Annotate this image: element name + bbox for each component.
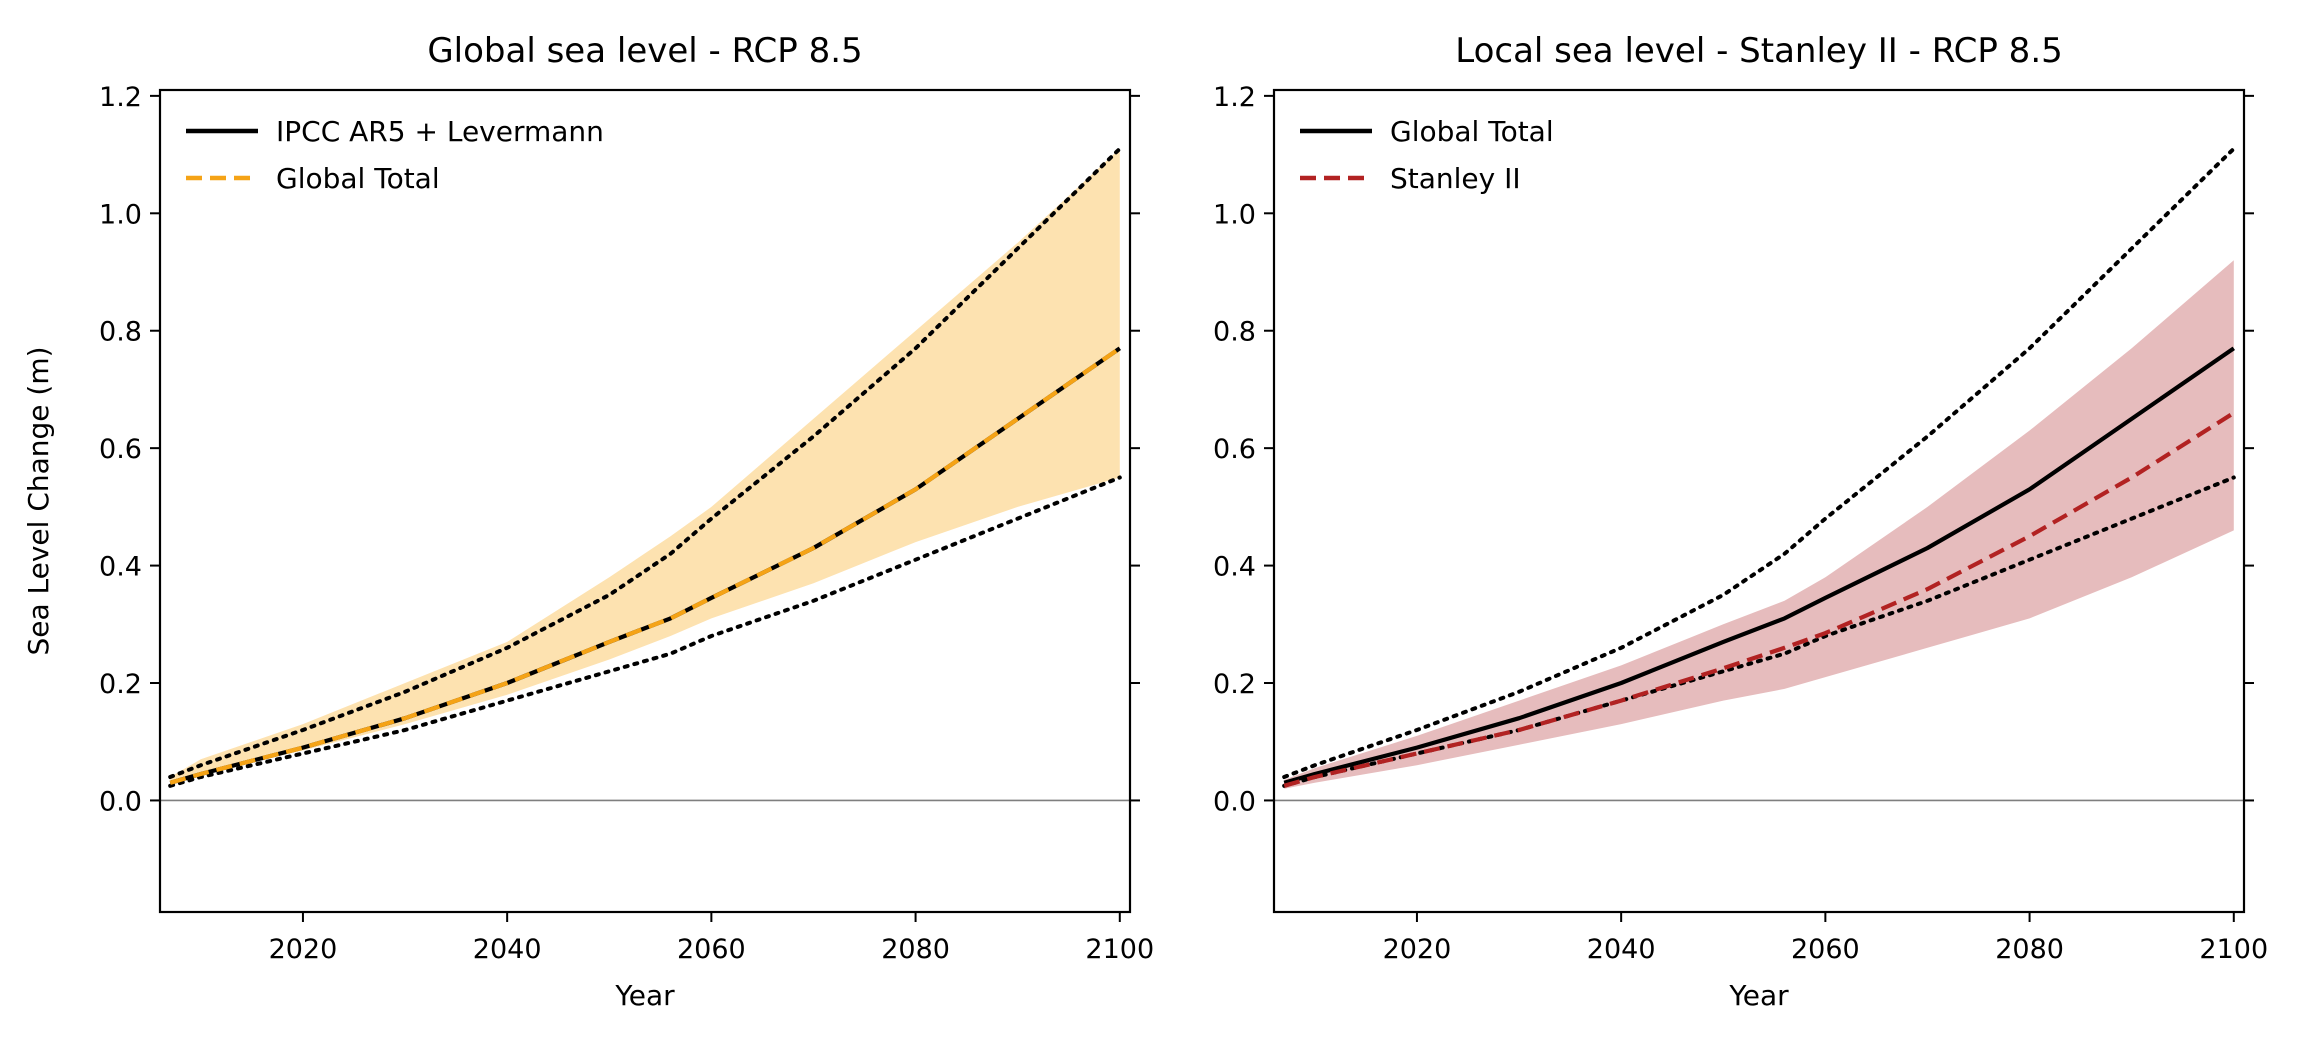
- chart-panel-2: 0.0 0.2 0.4 0.6 0.8 1.0 1.2 2020 2040 2060 2080 210…: [1213, 31, 2268, 1012]
- legend-label: Stanley II: [1390, 162, 1521, 195]
- y-tick-label: 0.2: [1213, 669, 1256, 700]
- y-tick-label: 0.2: [99, 669, 142, 700]
- x-axis-label: Year: [614, 979, 675, 1012]
- y-tick-label: 0.4: [99, 552, 142, 583]
- axes-frame: [158, 88, 1132, 914]
- x-tick-label: 2040: [473, 934, 542, 965]
- plot-area: [160, 146, 1130, 802]
- series-line-stanley-ii: [1283, 411, 2235, 788]
- legend-label: Global Total: [1390, 115, 1554, 148]
- legend-label: IPCC AR5 + Levermann: [276, 115, 604, 148]
- y-tick-label: 0.8: [99, 317, 142, 348]
- x-tick-label: 2020: [269, 934, 338, 965]
- bound-line-3: [1282, 475, 2236, 788]
- y-axis-label: Sea Level Change (m): [22, 346, 55, 655]
- y-tick-label: 1.2: [1213, 82, 1256, 113]
- x-tick-label: 2100: [2199, 934, 2268, 965]
- x-tick-label: 2060: [1791, 934, 1860, 965]
- y-tick-label: 0.0: [1213, 786, 1256, 817]
- y-tick-label: 0.6: [1213, 434, 1256, 465]
- bound-line-3: [168, 475, 1122, 788]
- chart-title: Local sea level - Stanley II - RCP 8.5: [1455, 31, 2063, 71]
- uncertainty-band: [170, 148, 1120, 786]
- y-tick-label: 1.2: [99, 82, 142, 113]
- x-tick-label: 2100: [1085, 934, 1154, 965]
- axes-frame: [1272, 88, 2246, 914]
- x-tick-label: 2040: [1587, 934, 1656, 965]
- x-tick-label: 2020: [1383, 934, 1452, 965]
- plot-area: [1274, 146, 2244, 802]
- chart-title: Global sea level - RCP 8.5: [427, 31, 862, 71]
- uncertainty-band: [1284, 260, 2234, 789]
- y-tick-label: 0.8: [1213, 317, 1256, 348]
- y-tick-label: 0.6: [99, 434, 142, 465]
- y-tick-label: 0.4: [1213, 552, 1256, 583]
- series-line-global-total: [1283, 346, 2235, 785]
- bound-line-2: [168, 146, 1122, 779]
- y-tick-label: 1.0: [99, 199, 142, 230]
- series-line-global-total: [169, 346, 1121, 785]
- bound-line-2: [1282, 146, 2236, 779]
- x-tick-label: 2080: [1995, 934, 2064, 965]
- x-tick-label: 2080: [881, 934, 950, 965]
- y-tick-label: 0.0: [99, 786, 142, 817]
- y-tick-label: 1.0: [1213, 199, 1256, 230]
- x-axis-label: Year: [1728, 979, 1789, 1012]
- x-tick-label: 2060: [677, 934, 746, 965]
- legend-label: Global Total: [276, 162, 440, 195]
- chart-panel-1: 0.0 0.2 0.4 0.6 0.8 1.0 1.2 2020 2040 2060 2080 210…: [22, 31, 1154, 1012]
